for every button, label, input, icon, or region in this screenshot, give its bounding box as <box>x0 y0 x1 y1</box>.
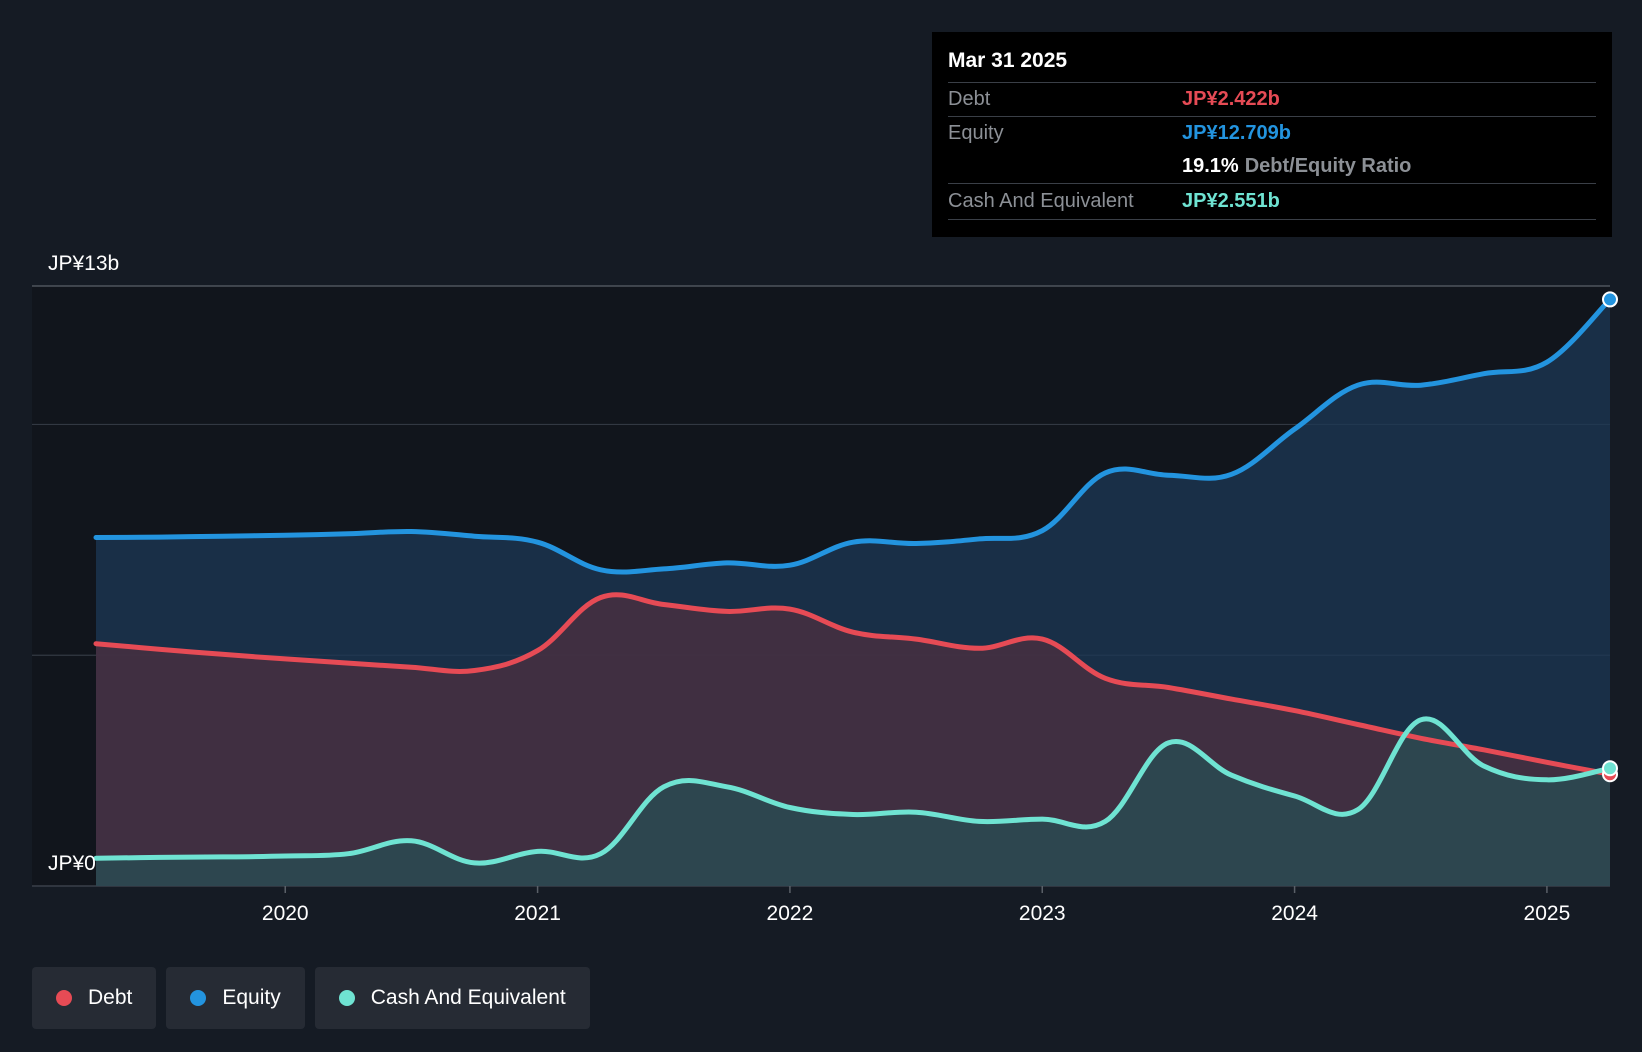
x-tick-label: 2022 <box>767 902 814 925</box>
tooltip-row-equity: Equity JP¥12.709b <box>948 116 1596 150</box>
equity-dot-icon <box>190 990 207 1006</box>
tooltip-ratio-label: Debt/Equity Ratio <box>1244 155 1412 177</box>
tooltip-row-debt: Debt JP¥2.422b <box>948 82 1596 116</box>
series-lines <box>93 296 1613 866</box>
legend-equity-label: Equity <box>222 986 281 1009</box>
cash-end-marker <box>1602 760 1618 777</box>
equity-line <box>93 296 1613 575</box>
tooltip-ratio-value: 19.1% <box>1182 155 1239 177</box>
y-axis-bottom-label: JP¥0 <box>48 852 96 875</box>
debt-line <box>93 592 1613 777</box>
x-tick-label: 2023 <box>1019 902 1066 925</box>
tooltip-cash-label: Cash And Equivalent <box>948 190 1134 212</box>
x-tick-label: 2021 <box>514 902 561 925</box>
cash-line <box>93 716 1613 866</box>
series-areas <box>96 299 1610 886</box>
tooltip-date: Mar 31 2025 <box>948 49 1068 72</box>
legend-item-debt[interactable]: Debt <box>32 967 157 1029</box>
tooltip-row-ratio: 19.1% Debt/Equity Ratio <box>948 150 1596 183</box>
legend-item-equity[interactable]: Equity <box>166 967 305 1029</box>
tooltip-row-cash: Cash And Equivalent JP¥2.551b <box>948 183 1596 220</box>
x-axis: 2020 2021 2022 2023 2024 2025 <box>262 886 1570 925</box>
legend: Debt Equity Cash And Equivalent <box>32 967 590 1029</box>
tooltip-cash-value: JP¥2.551b <box>1182 190 1280 212</box>
tooltip-panel: Mar 31 2025 Debt JP¥2.422b Equity JP¥12.… <box>932 32 1612 237</box>
x-tick-label: 2020 <box>262 902 309 925</box>
legend-debt-label: Debt <box>88 986 133 1009</box>
debt-dot-icon <box>56 990 72 1006</box>
end-markers <box>1602 291 1618 783</box>
y-axis-top-label: JP¥13b <box>48 252 119 275</box>
cash-dot-icon <box>338 990 355 1006</box>
x-tick-label: 2024 <box>1271 902 1318 925</box>
legend-item-cash[interactable]: Cash And Equivalent <box>314 967 590 1029</box>
tooltip-debt-label: Debt <box>948 88 991 110</box>
tooltip-equity-label: Equity <box>948 122 1004 144</box>
legend-cash-label: Cash And Equivalent <box>370 986 566 1009</box>
tooltip-equity-value: JP¥12.709b <box>1182 122 1291 144</box>
equity-end-marker <box>1602 291 1618 308</box>
cash-area <box>96 718 1610 886</box>
tooltip-debt-value: JP¥2.422b <box>1182 88 1280 110</box>
x-tick-label: 2025 <box>1524 902 1571 925</box>
